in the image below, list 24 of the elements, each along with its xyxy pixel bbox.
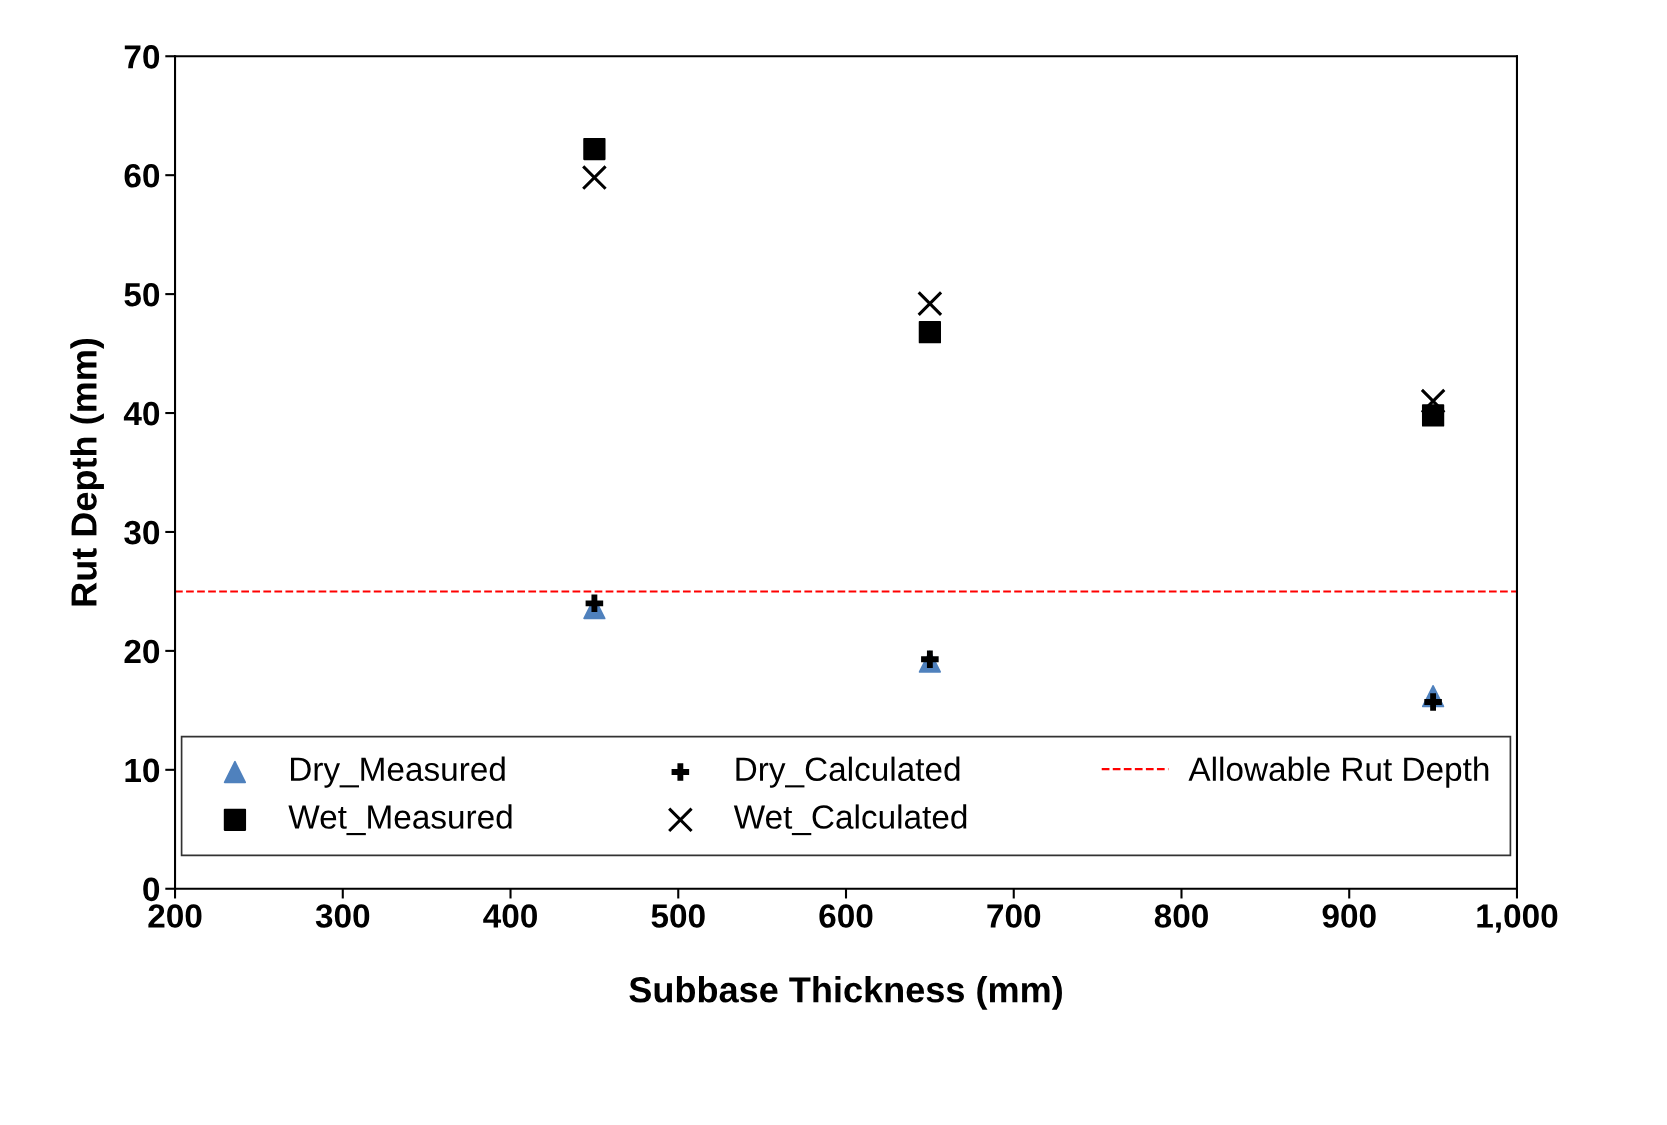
legend-label: Dry_Measured xyxy=(291,756,505,788)
y-tick-label: 0 xyxy=(143,877,160,902)
x-tick-label: 900 xyxy=(1322,904,1376,928)
x-tick-label: 400 xyxy=(483,904,537,928)
y-tick-label: 50 xyxy=(124,282,160,307)
x-tick-label: 600 xyxy=(819,904,873,928)
x-tick-label: 300 xyxy=(315,904,370,928)
x-tick-label: 500 xyxy=(651,904,705,928)
y-tick-label: 10 xyxy=(125,758,160,783)
x-tick-label: 1,000 xyxy=(1477,904,1558,933)
y-tick-label: 40 xyxy=(123,401,160,426)
y-axis-title: Rut Depth (mm) xyxy=(70,338,104,606)
x-tick-label: 800 xyxy=(1154,904,1208,928)
x-tick-label: 700 xyxy=(987,904,1041,928)
legend-label: Dry_Calculated xyxy=(736,756,960,788)
legend-label: Wet_Measured xyxy=(288,804,512,836)
x-axis-title: Subbase Thickness (mm) xyxy=(629,976,1062,1010)
y-tick-label: 20 xyxy=(124,639,160,664)
y-tick-label: 70 xyxy=(124,45,160,69)
y-tick-label: 60 xyxy=(124,163,160,188)
legend-label: Allowable Rut Depth xyxy=(1188,756,1489,788)
x-tick-label: 200 xyxy=(148,904,202,928)
legend-label: Wet_Calculated xyxy=(733,804,967,836)
y-tick-label: 30 xyxy=(124,520,160,545)
